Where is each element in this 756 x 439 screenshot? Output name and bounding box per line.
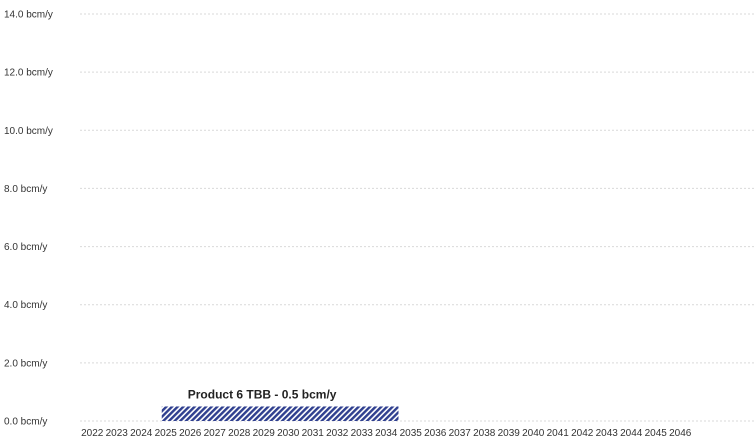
y-tick-label: 4.0 bcm/y [4,300,47,311]
x-tick-label: 2039 [498,428,521,439]
x-tick-label: 2027 [204,428,227,439]
x-tick-label: 2035 [400,428,423,439]
y-tick-label: 8.0 bcm/y [4,184,47,195]
x-tick-label: 2040 [522,428,545,439]
y-axis: 0.0 bcm/y 2.0 bcm/y 4.0 bcm/y 6.0 bcm/y 8.0 … [4,10,53,428]
x-tick-label: 2044 [620,428,643,439]
y-tick-label: 6.0 bcm/y [4,242,47,253]
y-tick-label: 10.0 bcm/y [4,126,53,137]
x-tick-label: 2045 [645,428,668,439]
x-tick-label: 2042 [571,428,594,439]
x-tick-label: 2023 [106,428,129,439]
x-tick-label: 2024 [130,428,153,439]
x-axis: 2022 2023 2024 2025 2026 2027 2028 2029 2030 2031… [81,428,692,439]
x-tick-label: 2030 [277,428,300,439]
x-tick-label: 2025 [155,428,178,439]
x-tick-label: 2041 [547,428,570,439]
x-tick-label: 2026 [179,428,202,439]
x-tick-label: 2022 [81,428,104,439]
x-tick-label: 2046 [669,428,692,439]
bar [161,406,399,421]
y-tick-label: 0.0 bcm/y [4,417,47,428]
y-tick-label: 14.0 bcm/y [4,10,53,21]
x-tick-label: 2032 [326,428,349,439]
x-tick-label: 2038 [473,428,496,439]
x-tick-label: 2031 [302,428,325,439]
x-tick-label: 2043 [596,428,619,439]
x-tick-label: 2028 [228,428,251,439]
bars: Product 6 TBB - 0.5 bcm/y [161,387,399,421]
y-tick-label: 2.0 bcm/y [4,358,47,369]
x-tick-label: 2034 [375,428,398,439]
gridlines [80,13,756,422]
y-tick-label: 12.0 bcm/y [4,68,53,79]
x-tick-label: 2033 [351,428,374,439]
x-tick-label: 2036 [424,428,447,439]
x-tick-label: 2029 [253,428,276,439]
bar-data-label: Product 6 TBB - 0.5 bcm/y [188,387,337,401]
x-tick-label: 2037 [449,428,472,439]
